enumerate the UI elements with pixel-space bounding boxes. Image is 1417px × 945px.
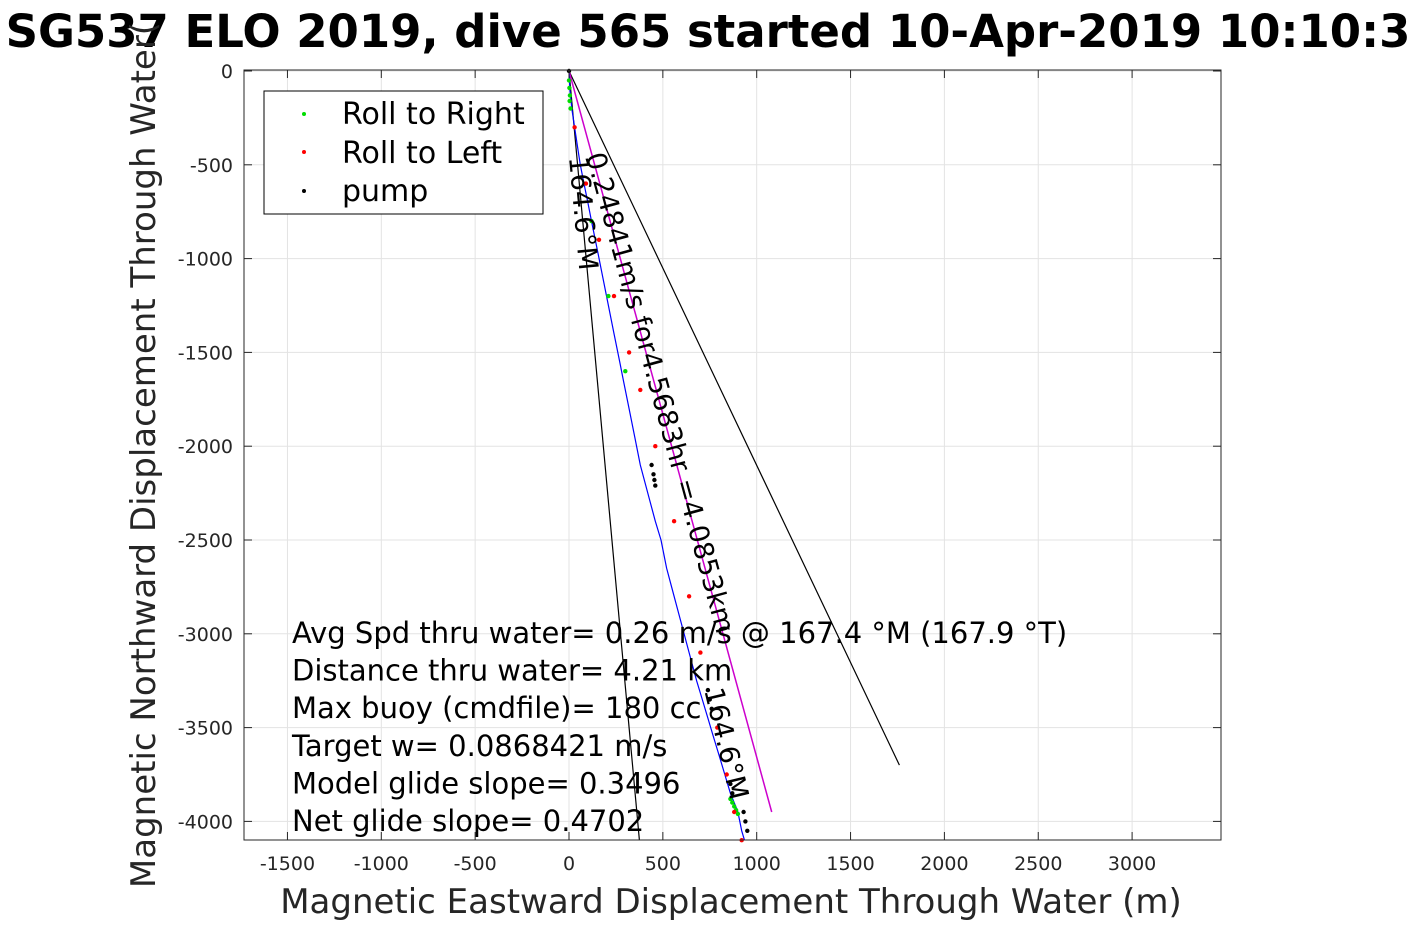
legend: Roll to Right Roll to Left pump xyxy=(263,90,544,215)
roll-left-point xyxy=(572,125,577,130)
x-tick-label: 1500 xyxy=(826,853,874,875)
chart-title: SG537 ELO 2019, dive 565 started 10-Apr-… xyxy=(6,5,1411,58)
plot-points xyxy=(566,68,750,843)
x-tick-label: 0 xyxy=(563,853,575,875)
legend-marker-roll-right xyxy=(302,112,306,116)
pump-point xyxy=(707,697,712,702)
info-line: Model glide slope= 0.3496 xyxy=(292,766,680,800)
y-tick-label: -4000 xyxy=(178,811,233,833)
y-tick-label: -3500 xyxy=(178,718,233,740)
roll-left-point xyxy=(686,594,692,599)
pump-point xyxy=(652,477,657,483)
roll-right-point xyxy=(606,293,611,299)
y-tick-label: -2500 xyxy=(178,530,233,552)
y-tick-label: -500 xyxy=(190,155,233,177)
roll-left-point xyxy=(596,237,602,242)
legend-label-roll-left: Roll to Left xyxy=(342,136,502,171)
plot-area-frame xyxy=(243,69,1222,841)
x-tick-label: -500 xyxy=(454,853,497,875)
info-line: Avg Spd thru water= 0.26 m/s @ 167.4 °M … xyxy=(292,616,1067,650)
info-line: Max buoy (cmdfile)= 180 cc xyxy=(292,691,701,725)
x-tick-label: -1000 xyxy=(354,853,409,875)
pump-point xyxy=(745,828,750,833)
roll-left-point xyxy=(653,444,658,449)
heading-annotation: 0.24841m/s for4.5683hr =4.0853km xyxy=(579,149,740,637)
legend-label-pump: pump xyxy=(342,174,428,209)
roll-left-point xyxy=(732,809,737,815)
roll-left-point xyxy=(583,181,589,186)
pump-point xyxy=(730,791,735,796)
x-tick-label: 500 xyxy=(645,853,681,875)
pump-point xyxy=(705,687,711,693)
x-tick-label: -1500 xyxy=(260,853,315,875)
heading-cone-line xyxy=(568,70,640,841)
info-text-block: Avg Spd thru water= 0.26 m/s @ 167.4 °M … xyxy=(291,616,1067,838)
pump-point xyxy=(741,809,746,815)
net-vector-line xyxy=(568,70,773,813)
roll-left-point xyxy=(671,519,677,524)
y-tick-label: -1500 xyxy=(178,342,233,364)
roll-left-point xyxy=(611,293,617,299)
info-line: Target w= 0.0868421 m/s xyxy=(291,729,667,763)
roll-right-point xyxy=(732,804,737,809)
y-tick-label: -2000 xyxy=(178,436,233,458)
x-tick-label: 2000 xyxy=(920,853,968,875)
roll-right-point xyxy=(567,98,572,104)
info-line: Distance thru water= 4.21 km xyxy=(292,654,732,688)
y-axis-label: Magnetic Northward Displacement Through … xyxy=(124,22,164,888)
heading-cone-line xyxy=(568,70,900,766)
plot-lines xyxy=(568,70,900,841)
x-tick-label: 3000 xyxy=(1108,853,1156,875)
legend-label-roll-right: Roll to Right xyxy=(342,97,525,132)
heading-annotation: 164.6°M xyxy=(697,684,754,802)
roll-right-point xyxy=(567,85,572,91)
legend-marker-roll-left xyxy=(302,150,306,154)
legend-box xyxy=(263,90,544,215)
y-tick-label: -3000 xyxy=(178,624,233,646)
roll-right-point xyxy=(566,78,572,83)
roll-right-point xyxy=(589,218,594,224)
legend-marker-pump xyxy=(302,189,306,193)
y-axis-ticks: 0 -500 -1000 -1500 -2000 -2500 -3000 -3500 -4000 xyxy=(178,61,1221,833)
y-tick-label: -1000 xyxy=(178,249,233,271)
roll-right-point xyxy=(567,93,573,98)
glider-track-line xyxy=(568,70,746,841)
roll-right-point xyxy=(735,811,741,817)
roll-right-point xyxy=(728,796,733,802)
pump-point xyxy=(728,781,733,787)
roll-right-point xyxy=(730,800,735,805)
roll-left-point xyxy=(626,350,632,355)
pump-point xyxy=(653,483,658,488)
roll-right-point xyxy=(623,369,628,374)
pump-point xyxy=(709,706,714,711)
roll-left-point xyxy=(715,725,720,730)
roll-left-point xyxy=(698,650,703,655)
x-axis-label: Magnetic Eastward Displacement Through W… xyxy=(280,882,1182,922)
roll-right-point xyxy=(568,106,573,111)
x-tick-label: 1000 xyxy=(733,853,781,875)
roll-left-point xyxy=(724,772,729,777)
roll-left-point xyxy=(638,387,643,393)
pump-point xyxy=(651,472,656,477)
pump-point xyxy=(743,819,748,824)
x-tick-label: 2500 xyxy=(1014,853,1062,875)
y-tick-label: 0 xyxy=(221,61,233,83)
pump-point xyxy=(649,462,654,468)
info-line: Net glide slope= 0.4702 xyxy=(292,804,644,838)
x-axis-ticks: -1500 -1000 -500 0 500 1000 1500 2000 2500 3000 xyxy=(260,70,1156,875)
